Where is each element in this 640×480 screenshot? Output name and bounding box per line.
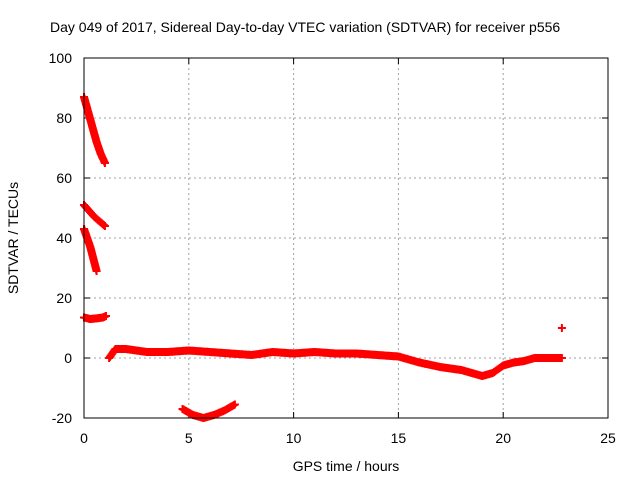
x-axis-label: GPS time / hours <box>293 458 400 474</box>
y-tick-label: 20 <box>56 290 72 306</box>
x-tick-label: 25 <box>600 430 616 446</box>
data-point <box>92 267 101 275</box>
data-point <box>557 354 566 362</box>
data-point <box>102 312 111 320</box>
data-point <box>230 400 239 409</box>
chart-title: Day 049 of 2017, Sidereal Day-to-day VTE… <box>50 19 560 35</box>
x-tick-label: 10 <box>286 430 302 446</box>
x-tick-label: 5 <box>185 430 193 446</box>
data-points <box>80 93 566 422</box>
data-point <box>100 222 109 230</box>
x-tick-label: 0 <box>80 430 88 446</box>
y-tick-label: -20 <box>52 410 72 426</box>
data-point <box>100 159 109 167</box>
plot-frame <box>83 57 609 419</box>
y-tick-label: 60 <box>56 170 72 186</box>
y-tick-label: 0 <box>64 350 72 366</box>
grid <box>84 58 608 418</box>
tick-labels: 0 5 10 15 20 25 -20 0 20 40 60 80 100 <box>49 50 616 446</box>
y-tick-label: 100 <box>49 50 73 66</box>
data-point <box>557 324 566 332</box>
x-tick-label: 15 <box>391 430 407 446</box>
y-axis-label: SDTVAR / TECUs <box>5 182 21 294</box>
y-tick-label: 40 <box>56 230 72 246</box>
y-tick-label: 80 <box>56 110 72 126</box>
x-tick-label: 20 <box>495 430 511 446</box>
